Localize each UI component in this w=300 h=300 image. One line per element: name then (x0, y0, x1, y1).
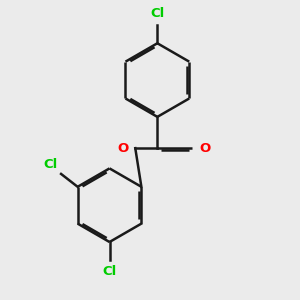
Text: Cl: Cl (43, 158, 57, 171)
Text: O: O (117, 142, 129, 155)
Text: Cl: Cl (102, 265, 117, 278)
Text: O: O (199, 142, 210, 155)
Text: Cl: Cl (150, 8, 164, 20)
